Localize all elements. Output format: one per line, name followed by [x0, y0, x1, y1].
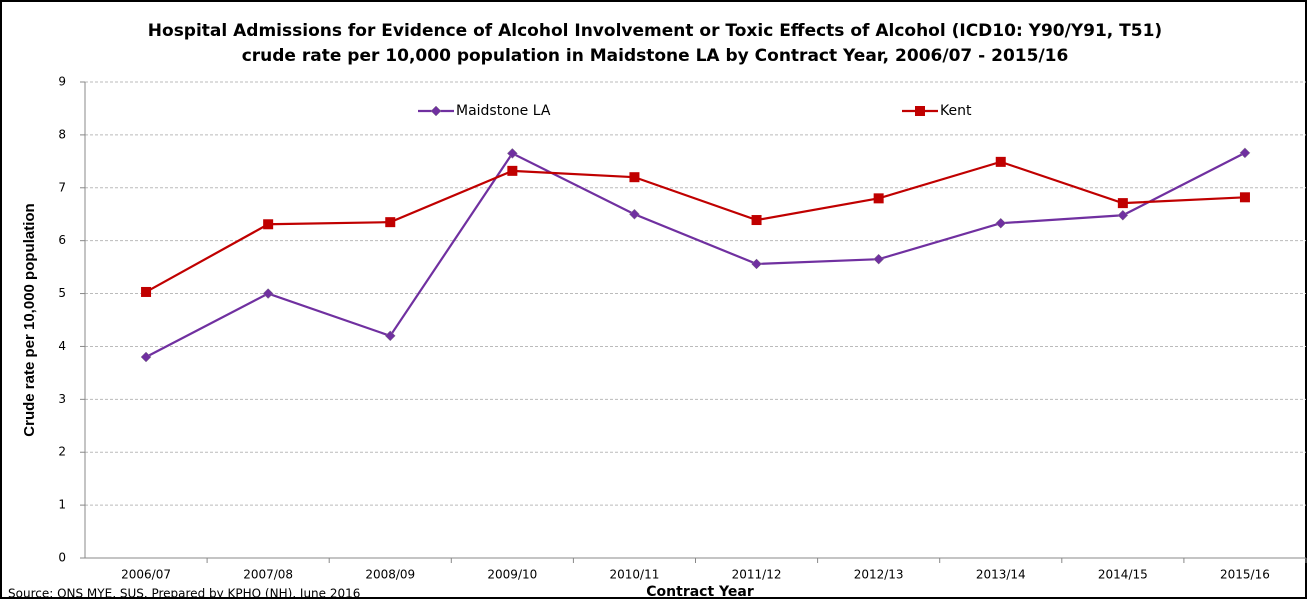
square-marker — [507, 165, 518, 176]
diamond-marker — [430, 105, 442, 117]
diamond-marker — [384, 330, 396, 342]
chart-title: Hospital Admissions for Evidence of Alco… — [148, 21, 1162, 41]
y-tick-label: 3 — [58, 392, 66, 406]
square-marker — [263, 219, 274, 230]
square-marker — [995, 156, 1006, 167]
y-tick-label: 8 — [58, 127, 66, 141]
x-tick-label: 2008/09 — [365, 568, 415, 582]
diamond-marker — [629, 208, 640, 220]
y-tick-label: 2 — [58, 445, 66, 459]
x-tick-label: 2009/10 — [487, 568, 537, 582]
x-tick-label: 2006/07 — [121, 568, 171, 582]
x-tick-label: 2011/12 — [732, 568, 782, 582]
y-tick-label: 9 — [58, 75, 66, 89]
diamond-marker — [1239, 147, 1251, 159]
y-tick-label: 5 — [58, 286, 66, 300]
y-axis-label: Crude rate per 10,000 population — [21, 203, 38, 436]
square-marker — [629, 172, 640, 183]
y-tick-label: 4 — [58, 339, 66, 353]
y-tick-label: 6 — [58, 233, 66, 247]
diamond-marker — [751, 258, 762, 270]
chart-subtitle: crude rate per 10,000 population in Maid… — [242, 46, 1069, 66]
x-tick-label: 2007/08 — [243, 568, 293, 582]
y-tick-label: 1 — [58, 498, 66, 512]
y-tick-label: 7 — [58, 180, 66, 194]
diamond-marker — [873, 253, 885, 265]
y-tick-label: 0 — [58, 551, 66, 565]
square-marker — [385, 217, 396, 228]
x-tick-label: 2015/16 — [1220, 568, 1270, 582]
series-line — [145, 160, 1246, 293]
source-note: Source: ONS MYE, SUS. Prepared by KPHO (… — [8, 587, 360, 599]
legend-label: Kent — [940, 103, 972, 119]
square-marker — [873, 193, 884, 204]
square-marker — [1117, 198, 1128, 209]
x-tick-label: 2012/13 — [854, 568, 904, 582]
square-marker — [141, 286, 152, 297]
diamond-marker — [995, 217, 1007, 229]
series-line — [145, 151, 1246, 358]
x-tick-label: 2013/14 — [976, 568, 1026, 582]
square-marker — [1239, 192, 1250, 203]
diamond-marker — [140, 351, 152, 363]
x-tick-label: 2010/11 — [610, 568, 660, 582]
square-marker — [915, 106, 925, 116]
diamond-marker — [506, 148, 518, 159]
square-marker — [751, 215, 762, 226]
diamond-marker — [1117, 209, 1129, 221]
x-axis-label: Contract Year — [646, 584, 754, 599]
legend-label: Maidstone LA — [456, 103, 551, 119]
diamond-marker — [262, 288, 274, 299]
x-tick-label: 2014/15 — [1098, 568, 1148, 582]
